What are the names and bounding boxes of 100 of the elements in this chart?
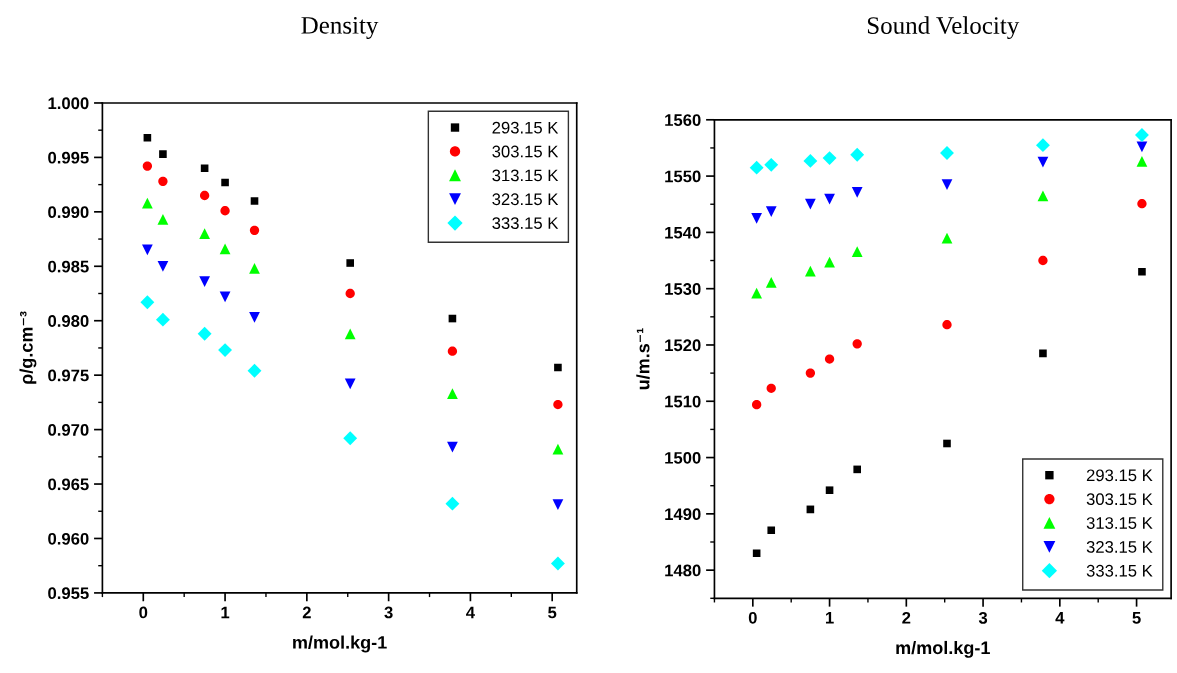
y-tick-label: 0.965 (48, 478, 89, 491)
point (197, 326, 212, 341)
x-tick-label: 2 (902, 611, 911, 624)
point (249, 312, 260, 323)
point (805, 198, 816, 210)
y-tick-label: 0.995 (48, 151, 89, 164)
y-tick-label: 1550 (665, 170, 701, 183)
point (552, 443, 564, 455)
point (1136, 156, 1148, 167)
point (851, 187, 863, 198)
point (752, 549, 761, 558)
legend-label: 313.15 K (492, 169, 559, 182)
point (850, 147, 865, 162)
point (767, 526, 776, 534)
y-tick-label: 1.000 (48, 97, 89, 110)
x-tick-label: 4 (1055, 612, 1065, 624)
point (200, 164, 209, 173)
point (157, 214, 169, 225)
point (554, 363, 562, 372)
point (343, 431, 358, 446)
point (943, 439, 951, 448)
point (218, 343, 233, 358)
point (143, 134, 152, 142)
y-tick-label: 1500 (665, 451, 701, 464)
point (249, 225, 260, 236)
point (199, 276, 210, 287)
point (1037, 190, 1049, 202)
legend-label: 333.15 K (1086, 564, 1153, 577)
point (344, 328, 356, 340)
point (142, 197, 153, 209)
y-axis-title: u/m.s⁻¹ (636, 328, 650, 390)
point (765, 277, 777, 288)
y-tick-label: 0.985 (48, 260, 89, 273)
point (345, 288, 355, 299)
y-tick-label: 0.980 (48, 315, 89, 327)
point (824, 193, 835, 205)
point (1138, 267, 1146, 276)
point (447, 388, 458, 400)
point (250, 197, 259, 205)
y-tick-label: 1480 (665, 564, 701, 577)
x-tick-label: 3 (384, 606, 393, 619)
point (805, 368, 816, 378)
point (219, 243, 231, 255)
legend-label: 323.15 K (492, 193, 559, 206)
point (825, 486, 834, 495)
x-tick-label: 1 (825, 612, 834, 624)
y-tick-label: 0.955 (48, 587, 89, 600)
y-tick-label: 1540 (665, 226, 701, 239)
point (346, 259, 354, 267)
point (824, 256, 835, 268)
y-tick-label: 0.960 (48, 532, 89, 545)
y-axis-title: ρ/g.cm⁻³ (19, 311, 37, 384)
point (142, 244, 153, 256)
legend-label: 333.15 K (492, 217, 559, 230)
point (1137, 199, 1147, 209)
point (155, 312, 170, 327)
x-axis-title: m/mol.kg-1 (896, 640, 990, 658)
point (199, 228, 210, 239)
point (157, 260, 169, 272)
point (766, 383, 776, 393)
point (1037, 156, 1049, 168)
point (751, 287, 763, 299)
legend-label: 313.15 K (1086, 517, 1153, 529)
point (344, 378, 356, 390)
point (751, 399, 762, 410)
point (158, 176, 168, 187)
legend-label: 303.15 K (1086, 493, 1153, 506)
point (803, 153, 818, 168)
point (853, 465, 861, 474)
point (1135, 128, 1149, 142)
y-tick-label: 1560 (665, 114, 701, 126)
y-tick-label: 1520 (665, 339, 701, 352)
point (249, 263, 260, 274)
point (247, 363, 262, 378)
y-tick-label: 1530 (665, 283, 701, 295)
point (140, 295, 155, 310)
point (851, 246, 863, 257)
point (553, 399, 563, 410)
point (1035, 138, 1050, 153)
y-tick-label: 0.975 (48, 369, 89, 382)
x-tick-label: 0 (748, 611, 757, 624)
y-tick-label: 1490 (665, 508, 701, 521)
y-tick-label: 0.990 (48, 206, 89, 219)
point (220, 206, 230, 216)
x-tick-label: 5 (1132, 612, 1141, 624)
point (159, 150, 167, 158)
point (822, 151, 837, 166)
x-tick-label: 1 (221, 606, 230, 619)
point (1038, 255, 1048, 266)
point (805, 265, 816, 277)
point (765, 206, 777, 217)
point (447, 441, 458, 453)
point (941, 179, 953, 190)
point (447, 346, 458, 356)
x-tick-label: 5 (548, 606, 557, 619)
point (552, 499, 564, 511)
x-axis-title: m/mol.kg-1 (293, 635, 387, 653)
legend-label: 303.15 K (492, 145, 559, 158)
point (852, 339, 862, 349)
point (824, 354, 835, 364)
